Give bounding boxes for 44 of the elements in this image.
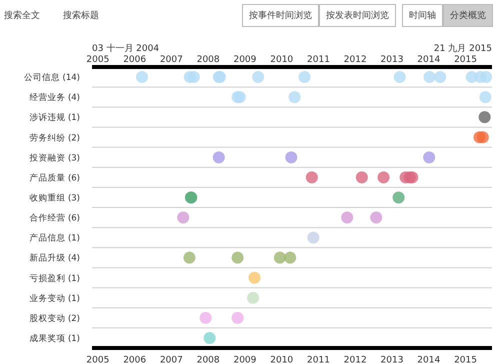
text: 搜索标题 bbox=[63, 10, 99, 22]
y-tick-label: 合作经营 (6) bbox=[29, 212, 80, 224]
y-tick-label: 亏损盈利 (1) bbox=[29, 272, 80, 284]
y-tick-label: 劳务纠纷 (2) bbox=[29, 132, 80, 144]
x-tick-label: 2005 bbox=[86, 55, 110, 65]
y-tick-label: 收购重组 (3) bbox=[29, 192, 80, 204]
x2-tick-label: 2011 bbox=[307, 355, 330, 364]
x2-tick-label: 2006 bbox=[123, 355, 146, 364]
x-tick-label: 2007 bbox=[160, 55, 183, 65]
x-tick-label: 2008 bbox=[196, 55, 220, 65]
x-tick-label: 2014 bbox=[417, 55, 440, 65]
y-tick-label: 新品升级 (4) bbox=[29, 252, 80, 264]
x2-tick-label: 2014 bbox=[417, 355, 440, 364]
y-tick-label: 公司信息 (14) bbox=[24, 72, 80, 84]
x2-tick-label: 2012 bbox=[344, 355, 367, 364]
x2-tick-label: 2015 bbox=[454, 355, 477, 364]
x-tick-label: 2009 bbox=[233, 55, 257, 65]
x-tick-label: 2013 bbox=[380, 55, 404, 65]
text: 按事件时间浏览 bbox=[242, 4, 319, 27]
text: 03 十一月 2004 bbox=[92, 43, 160, 54]
x-tick-label: 2012 bbox=[344, 55, 367, 65]
x-tick-label: 2015 bbox=[454, 55, 477, 65]
x2-tick-label: 2008 bbox=[196, 355, 220, 364]
y-tick-label: 产品信息 (1) bbox=[29, 232, 80, 244]
x2-tick-label: 2009 bbox=[233, 355, 257, 364]
x2-tick-label: 2007 bbox=[160, 355, 183, 364]
x2-tick-label: 2005 bbox=[86, 355, 110, 364]
y-tick-label: 经营业务 (4) bbox=[29, 92, 80, 104]
y-tick-label: 股权变动 (2) bbox=[29, 312, 80, 324]
y-tick-label: 投资融资 (3) bbox=[28, 152, 80, 164]
y-tick-label: 成果奖项 (1) bbox=[29, 332, 80, 344]
text: 搜索全文 bbox=[4, 10, 40, 22]
x2-tick-label: 2010 bbox=[270, 355, 294, 364]
x2-tick-label: 2013 bbox=[380, 355, 404, 364]
y-tick-label: 涉诉违规 (1) bbox=[29, 112, 80, 124]
y-tick-label: 产品质量 (6) bbox=[29, 172, 80, 184]
x-tick-label: 2011 bbox=[307, 55, 330, 65]
text: 时间轴 bbox=[402, 4, 443, 27]
text: 按发表时间浏览 bbox=[319, 4, 396, 27]
x-tick-label: 2010 bbox=[270, 55, 294, 65]
text: 分类概览 bbox=[443, 4, 493, 27]
text: 21 九月 2015 bbox=[434, 43, 492, 54]
y-tick-label: 业务变动 (1) bbox=[29, 292, 80, 304]
x-tick-label: 2006 bbox=[123, 55, 146, 65]
